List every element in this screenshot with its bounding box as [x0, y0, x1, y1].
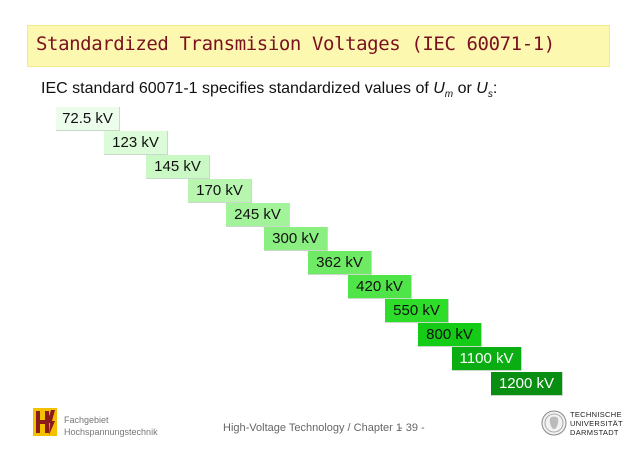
voltage-box: 1100 kV — [452, 347, 522, 371]
voltage-box: 800 kV — [418, 323, 482, 347]
university-line2: UNIVERSITÄT — [570, 419, 623, 428]
intro-sub-m: m — [444, 89, 454, 101]
title-bar: Standardized Transmision Voltages (IEC 6… — [27, 25, 610, 67]
voltage-label: 362 kV — [316, 254, 363, 271]
university-line1: TECHNISCHE — [570, 410, 622, 419]
voltage-label: 1200 kV — [498, 375, 555, 392]
university-name: TECHNISCHE UNIVERSITÄT DARMSTADT — [570, 410, 623, 437]
footer-page-number: - 39 - — [399, 422, 425, 434]
voltage-label: 1100 kV — [459, 350, 514, 367]
intro-text: IEC standard 60071-1 specifies standardi… — [41, 80, 497, 100]
footer-dept-line2: Hochspannungstechnik — [64, 427, 158, 437]
voltage-label: 245 kV — [234, 206, 281, 223]
voltage-box: 1200 kV — [491, 372, 563, 396]
voltage-label: 800 kV — [426, 326, 473, 343]
university-line3: DARMSTADT — [570, 428, 619, 437]
voltage-label: 145 kV — [154, 158, 201, 175]
university-seal-icon — [541, 410, 567, 436]
footer-dept-line1: Fachgebiet — [64, 415, 109, 425]
intro-connector: or — [453, 80, 477, 97]
voltage-box: 420 kV — [348, 275, 412, 299]
intro-sentence: IEC standard 60071-1 specifies standardi… — [41, 80, 434, 97]
voltage-label: 72.5 kV — [62, 110, 113, 127]
voltage-box: 362 kV — [308, 251, 372, 275]
voltage-label: 123 kV — [112, 134, 159, 151]
intro-colon: : — [492, 80, 498, 97]
voltage-box: 72.5 kV — [56, 107, 120, 131]
voltage-box: 300 kV — [264, 227, 328, 251]
voltage-label: 550 kV — [393, 302, 440, 319]
voltage-box: 123 kV — [104, 131, 168, 155]
voltage-box: 145 kV — [146, 155, 210, 179]
voltage-box: 550 kV — [385, 299, 449, 323]
intro-var-us: U — [476, 80, 488, 97]
footer-course: High-Voltage Technology / Chapter 1 — [223, 422, 402, 434]
voltage-label: 170 kV — [196, 182, 243, 199]
intro-var-um: U — [433, 80, 445, 97]
intro-sub-s: s — [487, 89, 493, 101]
voltage-label: 420 kV — [356, 278, 403, 295]
slide-title: Standardized Transmision Voltages (IEC 6… — [36, 33, 555, 55]
voltage-box: 170 kV — [188, 179, 252, 203]
footer-department: Fachgebiet Hochspannungstechnik — [64, 414, 158, 438]
voltage-label: 300 kV — [272, 230, 319, 247]
hochspannung-logo-icon — [33, 408, 57, 436]
voltage-box: 245 kV — [226, 203, 290, 227]
